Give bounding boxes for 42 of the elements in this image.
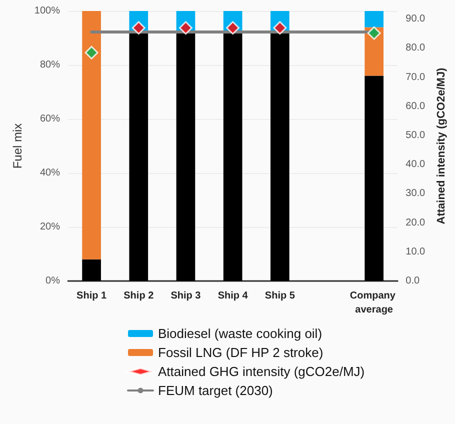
point	[367, 26, 381, 40]
point	[273, 21, 287, 35]
legend-label: FEUM target (2030)	[158, 383, 273, 398]
x-tick-label: Company average	[350, 290, 398, 316]
y2-axis-title: Attained intensity (gCO2e/MJ)	[436, 67, 448, 224]
y2-tick-label: 40.0	[406, 159, 426, 170]
y2-tick-label: 90.0	[406, 14, 426, 25]
y-tick-label: 100%	[34, 6, 60, 16]
bar	[82, 259, 101, 281]
legend-label: Fossil LNG (DF HP 2 stroke)	[158, 345, 324, 360]
x-tick-label: Ship 3	[170, 290, 202, 302]
y2-tick-label: 10.0	[406, 246, 426, 258]
bar	[129, 32, 148, 281]
bar	[364, 76, 384, 281]
x-tick-label: Ship 5	[264, 290, 296, 302]
point	[178, 21, 192, 35]
y2-tick-label: 0.0	[406, 276, 420, 286]
point	[226, 21, 240, 35]
bar	[270, 32, 290, 281]
bar	[364, 11, 384, 28]
y2-tick-label: 60.0	[406, 100, 426, 112]
point	[132, 21, 146, 35]
bar	[223, 32, 242, 281]
y2-tick-label: 70.0	[406, 72, 426, 83]
y-axis-title: Fuel mix	[10, 123, 25, 169]
y2-tick-label: 50.0	[406, 130, 426, 142]
y-tick-label: 0%	[46, 276, 60, 286]
y-tick-label: 20%	[40, 222, 60, 232]
legend-label: Attained GHG intensity (gCO2e/MJ)	[158, 364, 365, 379]
bar	[82, 11, 101, 260]
legend-label: Biodiesel (waste cooking oil)	[158, 326, 322, 341]
x-tick-label: Ship 2	[124, 290, 154, 302]
point	[84, 46, 98, 60]
y-tick-label: 60%	[40, 114, 60, 124]
y-tick-label: 80%	[40, 60, 60, 70]
x-tick-label: Ship 4	[218, 290, 248, 302]
x-tick-label: Ship 1	[76, 290, 107, 302]
bar	[176, 32, 196, 281]
y2-tick-label: 20.0	[406, 217, 426, 228]
y2-tick-label: 30.0	[406, 188, 426, 200]
y2-tick-label: 80.0	[406, 42, 426, 54]
y-tick-label: 40%	[40, 168, 60, 178]
